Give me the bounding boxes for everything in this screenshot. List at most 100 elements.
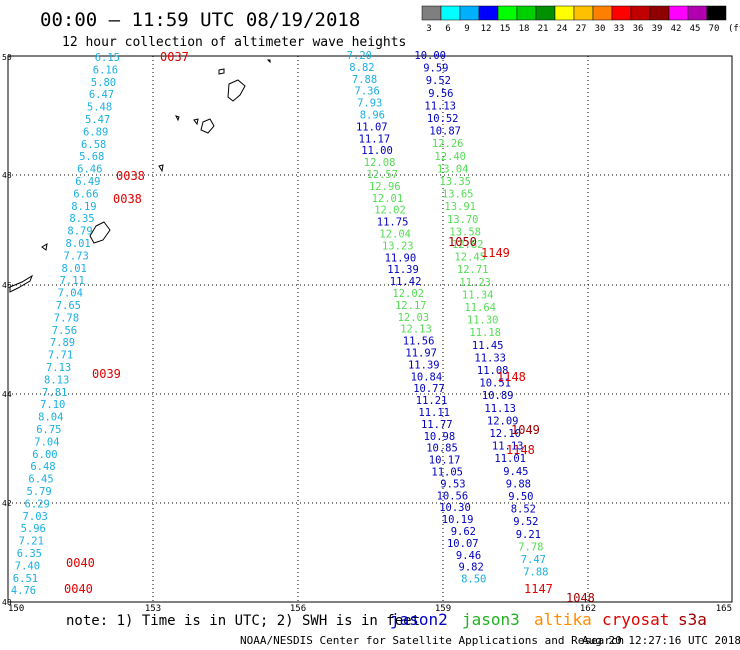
east-track-value: 7.20 — [347, 50, 372, 62]
legend-jason3: jason3 — [462, 610, 520, 629]
legend-step-label: 36 — [633, 24, 644, 34]
lon-label: 150 — [8, 604, 24, 614]
east-track-value: 12.96 — [369, 181, 401, 193]
west-track-value: 6.48 — [30, 461, 55, 473]
east-track-value: 11.08 — [477, 365, 509, 377]
west-track-time: 0040 — [66, 556, 95, 570]
west-track-value: 6.58 — [81, 139, 106, 151]
east-track-value: 9.82 — [459, 562, 484, 574]
legend-swatch — [592, 5, 613, 21]
lon-label: 159 — [435, 604, 451, 614]
east-track-time: 1149 — [481, 246, 510, 260]
legend-swatch — [535, 5, 556, 21]
east-track-value: 10.98 — [424, 431, 456, 443]
east-track-time: 1048 — [566, 591, 595, 605]
east-track-value: 12.45 — [454, 252, 486, 264]
east-track-value: 12.10 — [489, 428, 521, 440]
island-shape — [218, 68, 225, 75]
east-track-value: 7.93 — [357, 98, 382, 110]
east-track-value: 12.71 — [457, 264, 489, 276]
west-track-value: 6.46 — [77, 164, 102, 176]
legend-cryosat: cryosat — [602, 610, 669, 629]
east-track-value: 11.17 — [359, 133, 391, 145]
east-track-value: 11.18 — [469, 327, 501, 339]
east-track-value: 12.08 — [364, 157, 396, 169]
east-track-value: 11.07 — [356, 121, 388, 133]
credit-text: NOAA/NESDIS Center for Satellite Applica… — [240, 634, 624, 647]
lat-label: 42 — [2, 499, 12, 508]
west-track-value: 5.79 — [26, 486, 51, 498]
east-track-value: 11.77 — [421, 419, 453, 431]
island-shape — [89, 221, 111, 244]
lat-label: 40 — [2, 598, 12, 607]
west-track-value: 6.00 — [32, 449, 57, 461]
lat-label: 44 — [2, 390, 12, 399]
legend-swatch — [706, 5, 727, 21]
east-track-value: 12.09 — [487, 415, 519, 427]
west-track-value: 7.56 — [52, 325, 77, 337]
map-title: 00:00 – 11:59 UTC 08/19/2018 — [40, 9, 360, 31]
west-track-value: 4.76 — [11, 585, 36, 597]
east-track-value: 12.02 — [374, 205, 406, 217]
east-track-value: 13.58 — [449, 226, 481, 238]
west-track-time: 0037 — [160, 50, 189, 64]
east-track-value: 9.59 — [423, 63, 448, 75]
lon-label: 156 — [290, 604, 306, 614]
east-track-value: 9.45 — [503, 466, 528, 478]
east-track-value: 8.96 — [360, 110, 385, 122]
west-track-value: 7.73 — [64, 250, 89, 262]
west-track-value: 7.21 — [19, 536, 44, 548]
west-track-value: 8.01 — [62, 263, 87, 275]
west-track-value: 5.96 — [21, 523, 46, 535]
east-track-time: 1148 — [497, 370, 526, 384]
east-track-value: 11.45 — [472, 340, 504, 352]
east-track-value: 12.02 — [392, 288, 424, 300]
east-track-value: 9.21 — [516, 529, 541, 541]
legend-swatch — [421, 5, 442, 21]
legend-step-label: 9 — [464, 24, 469, 34]
legend-s3a: s3a — [678, 610, 707, 629]
legend-swatch — [497, 5, 518, 21]
legend-swatch — [630, 5, 651, 21]
west-track-value: 5.47 — [85, 114, 110, 126]
island-shape — [266, 59, 271, 64]
legend-step-label: 42 — [671, 24, 682, 34]
east-track-value: 7.88 — [523, 567, 548, 579]
latitude-labels: 50 48 46 44 42 40 — [2, 53, 12, 607]
east-track-value: 13.35 — [439, 176, 471, 188]
lon-label: 165 — [716, 604, 732, 614]
legend-step-label: 27 — [576, 24, 587, 34]
east-track-value: 13.91 — [444, 201, 476, 213]
east-track-value: 11.90 — [385, 252, 417, 264]
island-shape — [200, 118, 215, 134]
west-track-value: 7.04 — [34, 436, 59, 448]
east-track-value: 10.17 — [429, 455, 461, 467]
east-track-value: 11.97 — [405, 348, 437, 360]
west-track-value: 7.89 — [50, 337, 75, 349]
legend-swatch — [611, 5, 632, 21]
east-track-value: 7.78 — [518, 541, 543, 553]
legend-swatch — [687, 5, 708, 21]
legend-swatch — [459, 5, 480, 21]
west-track-value: 6.45 — [28, 474, 53, 486]
east-track-value: 12.01 — [372, 193, 404, 205]
east-track-value: 11.39 — [408, 359, 440, 371]
east-track-value: 9.88 — [506, 478, 531, 490]
lat-lon-grid — [8, 56, 732, 602]
legend-swatch — [668, 5, 689, 21]
west-track-time: 0038 — [113, 192, 142, 206]
east-track-value: 11.21 — [416, 395, 448, 407]
west-track-value: 6.66 — [73, 188, 98, 200]
east-track-value: 10.85 — [426, 443, 458, 455]
east-track-value: 10.89 — [482, 390, 514, 402]
west-track-time: 0039 — [92, 367, 121, 381]
east-track-value: 10.00 — [414, 50, 446, 62]
east-track-value: 11.56 — [403, 336, 435, 348]
coastline — [9, 59, 271, 293]
east-track-value: 11.42 — [390, 276, 422, 288]
west-track-value: 7.10 — [40, 399, 65, 411]
lat-label: 46 — [2, 281, 12, 290]
east-track-value: 12.04 — [379, 229, 411, 241]
